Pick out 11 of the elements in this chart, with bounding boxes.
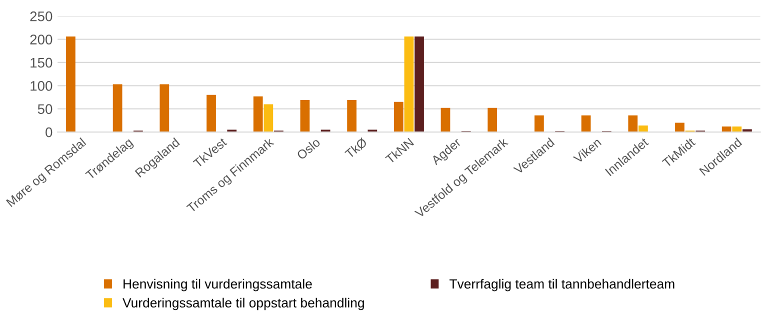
x-tick-label: Oslo (296, 137, 321, 160)
legend-label: Tverrfaglig team til tannbehandlerteam (450, 278, 674, 292)
y-tick-label: 50 (38, 104, 52, 114)
legend-label: Vurderingssamtale til oppstart behandling (122, 298, 364, 310)
x-tick-label: TkØ (344, 137, 368, 160)
y-tick-label: 200 (30, 34, 52, 44)
y-tick-label: 100 (30, 80, 52, 91)
legend-label: Henvisning til vurderingssamtale (124, 278, 312, 292)
y-tick-label: 150 (30, 58, 52, 68)
y-tick-label: 0 (46, 127, 52, 138)
y-tick-label: 250 (30, 11, 52, 22)
